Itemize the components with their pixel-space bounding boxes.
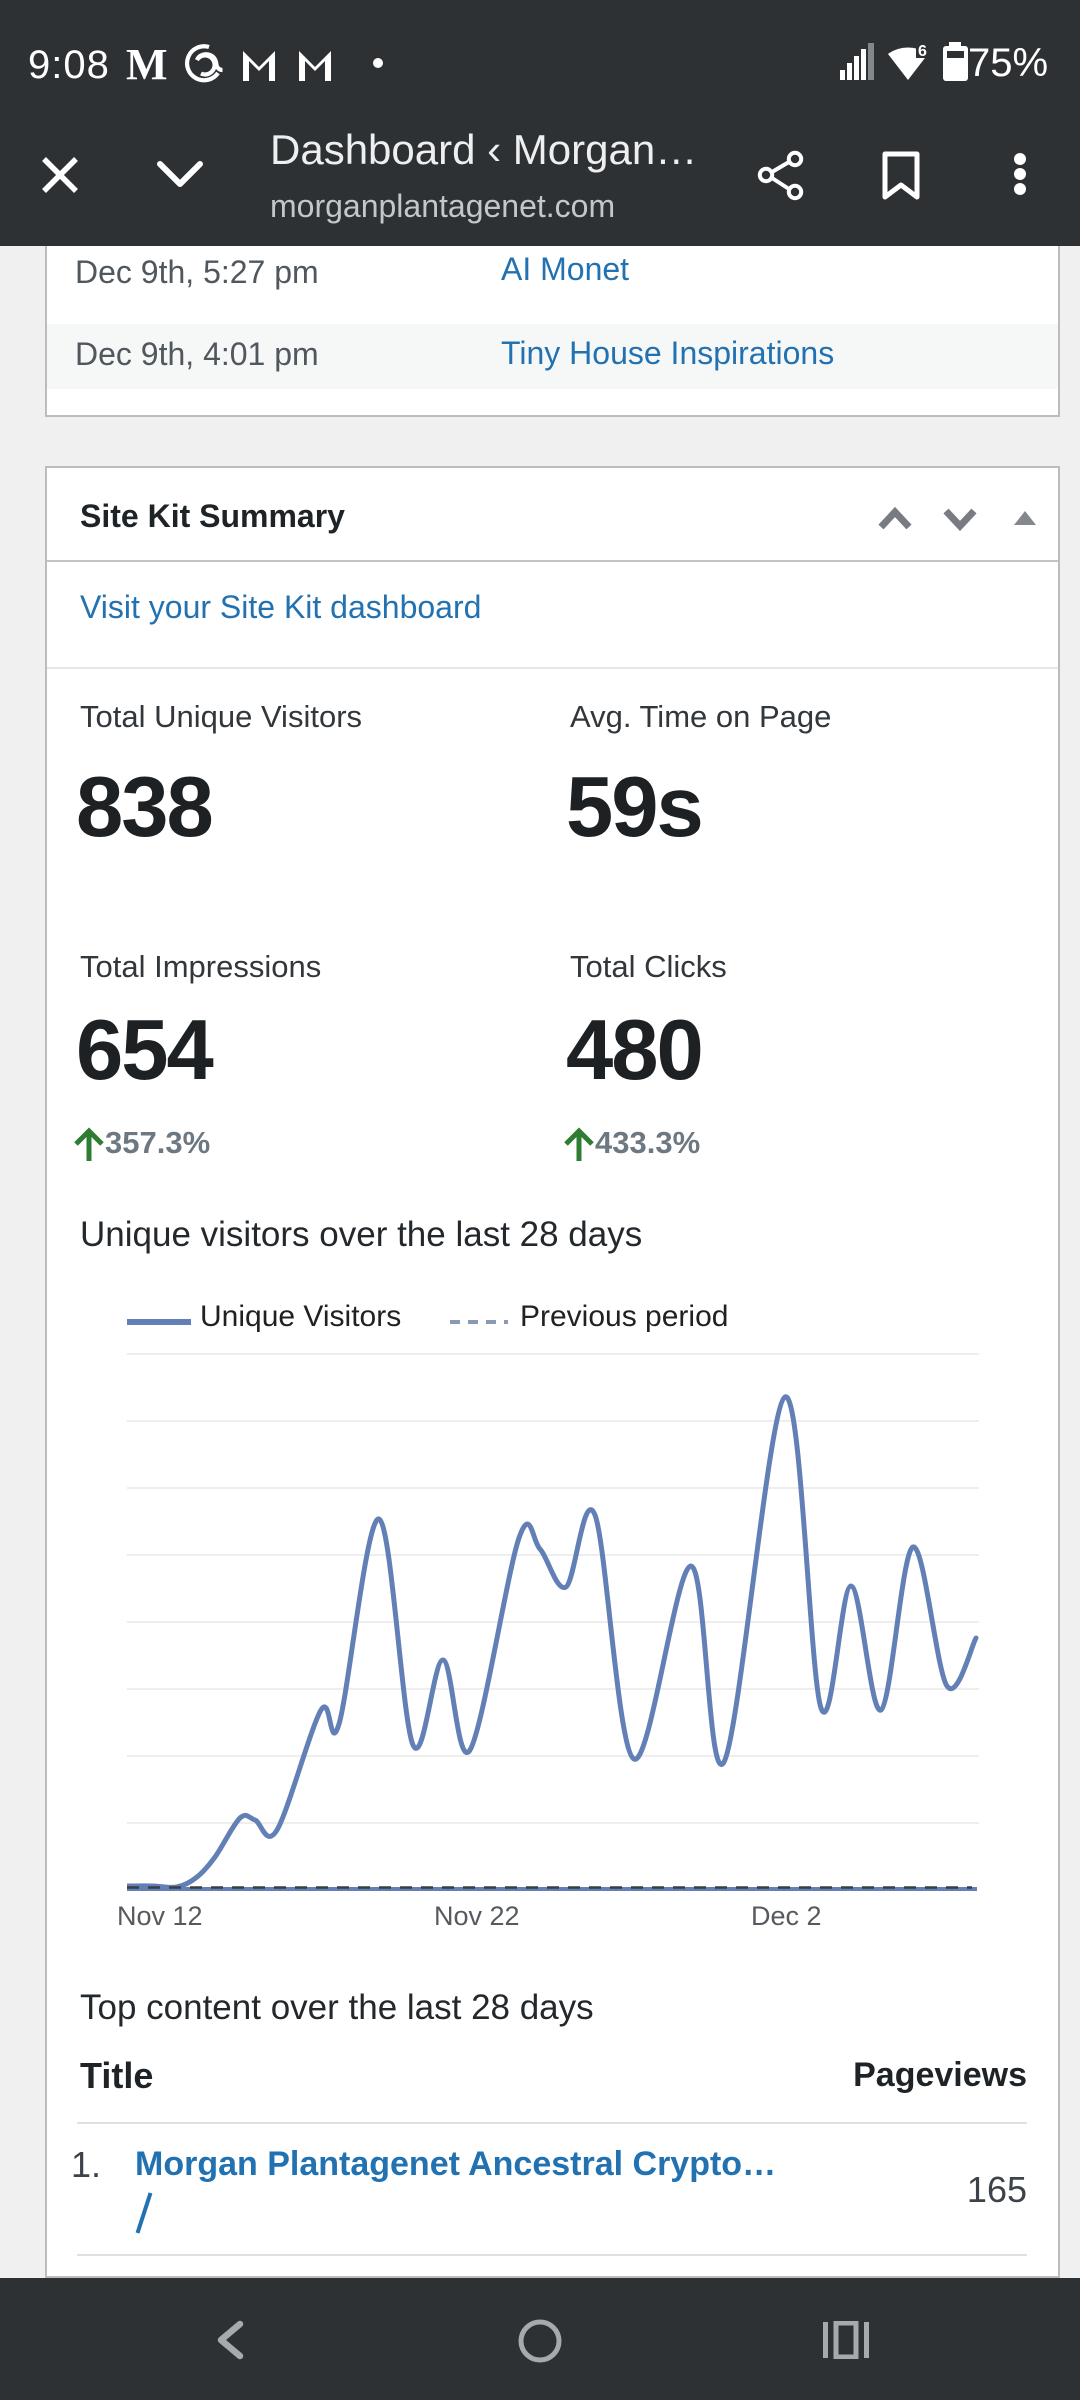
svg-text:M: M: [126, 44, 168, 84]
svg-text:6: 6: [918, 43, 927, 60]
